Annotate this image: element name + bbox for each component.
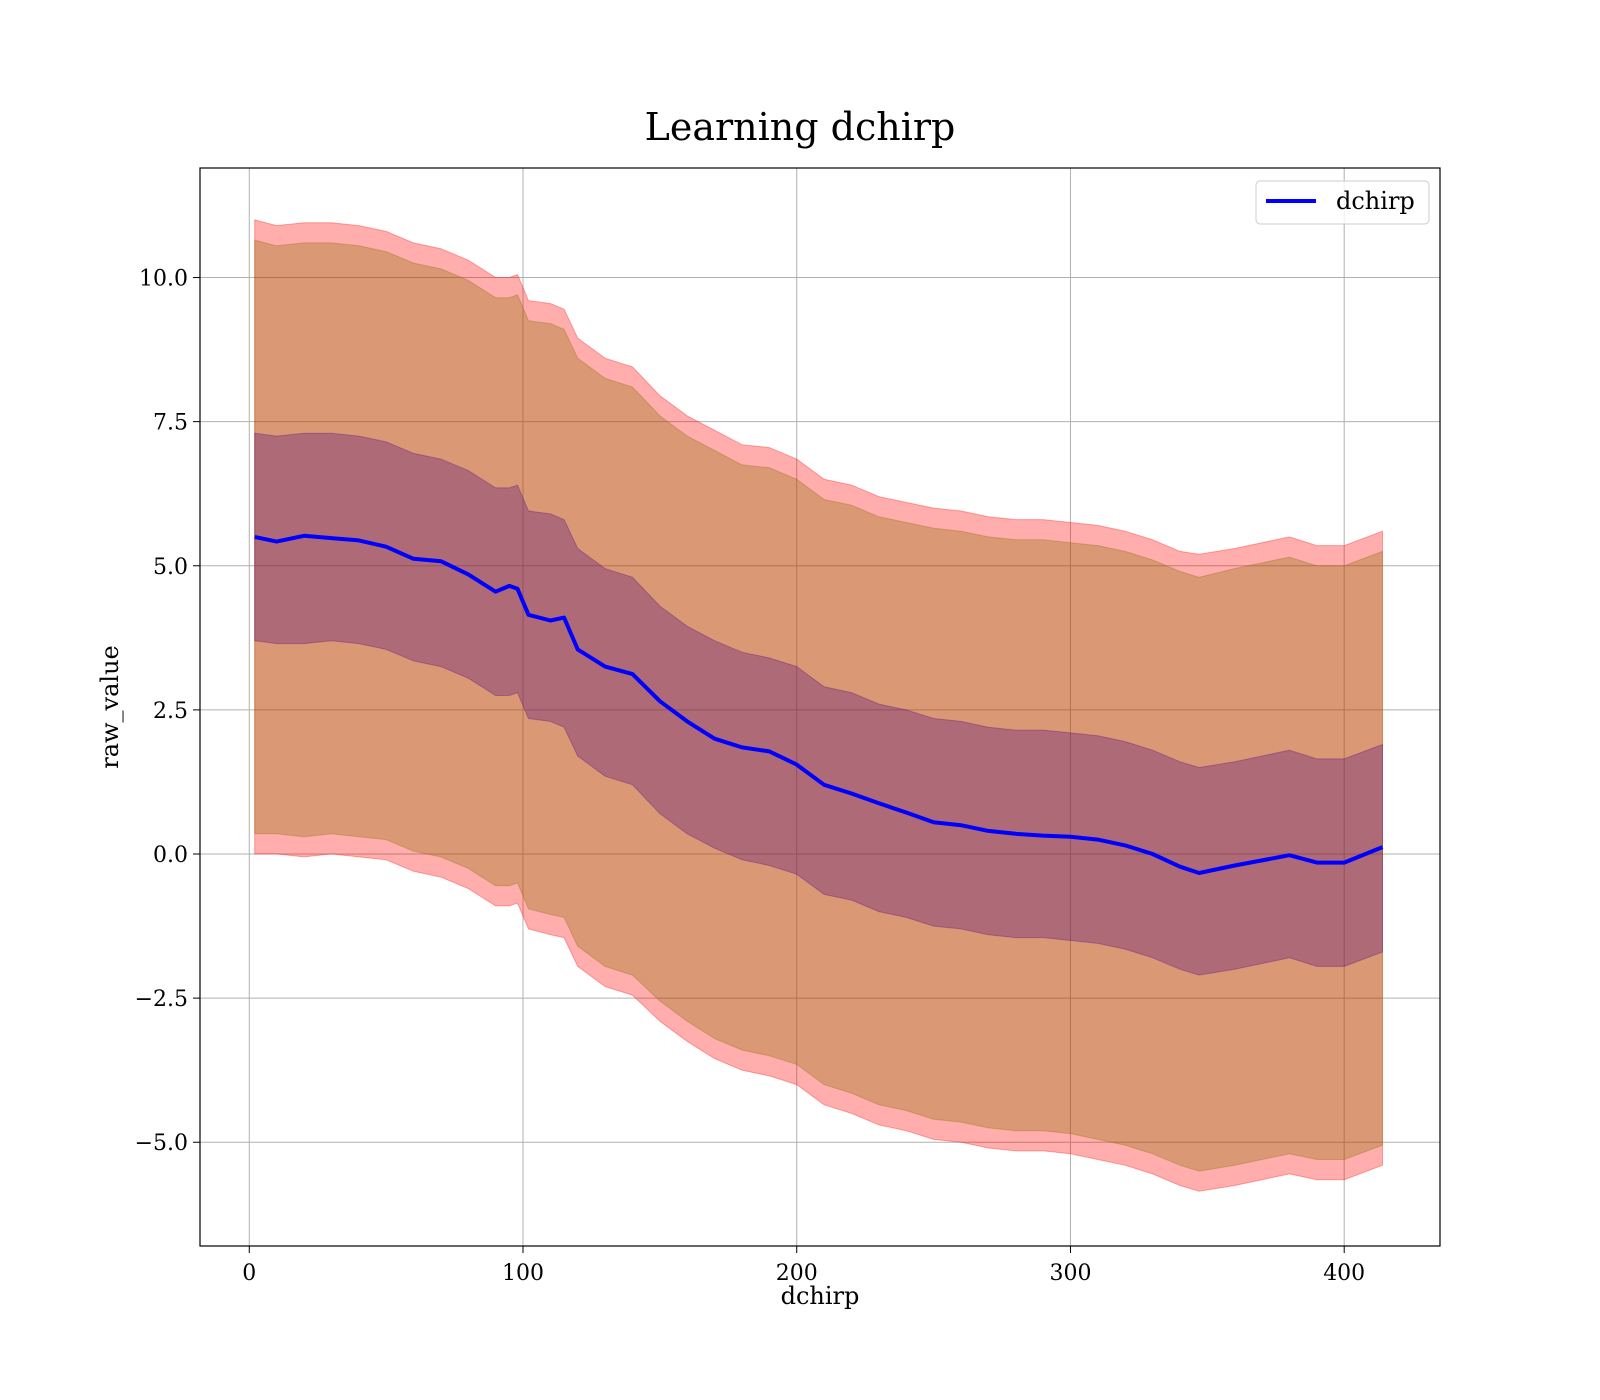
- y-tick-label: 10.0: [139, 267, 188, 292]
- confidence-band-1: [254, 239, 1383, 1172]
- y-tick-label: −2.5: [135, 987, 188, 1012]
- y-axis-ticks: −5.0 −2.5 0.0 2.5 5.0 7.5 10.0: [135, 267, 200, 1156]
- chart-title: Learning dchirp: [645, 105, 956, 149]
- y-tick-label: 5.0: [153, 555, 188, 580]
- legend-label: dchirp: [1336, 187, 1415, 215]
- plot-frame: [199, 167, 1441, 1247]
- y-tick-label: −5.0: [135, 1131, 188, 1156]
- x-tick-label: 300: [1049, 1261, 1091, 1286]
- legend: dchirp: [1255, 180, 1430, 225]
- y-tick-label: 2.5: [153, 699, 188, 724]
- grid: [200, 168, 1440, 1246]
- legend-box: [1255, 180, 1430, 225]
- y-tick-label: 7.5: [153, 411, 188, 436]
- confidence-band-0: [254, 219, 1383, 1192]
- x-axis-ticks: 0 100 200 300 400: [242, 1246, 1365, 1286]
- x-axis-label: dchirp: [781, 1282, 860, 1310]
- x-tick-label: 400: [1323, 1261, 1365, 1286]
- y-axis-label: raw_value: [96, 645, 124, 769]
- x-tick-label: 200: [776, 1261, 818, 1286]
- y-tick-label: 0.0: [153, 843, 188, 868]
- x-tick-label: 100: [502, 1261, 544, 1286]
- series-line-0: [254, 533, 1384, 875]
- x-tick-label: 0: [242, 1261, 256, 1286]
- series-lines: [254, 533, 1384, 875]
